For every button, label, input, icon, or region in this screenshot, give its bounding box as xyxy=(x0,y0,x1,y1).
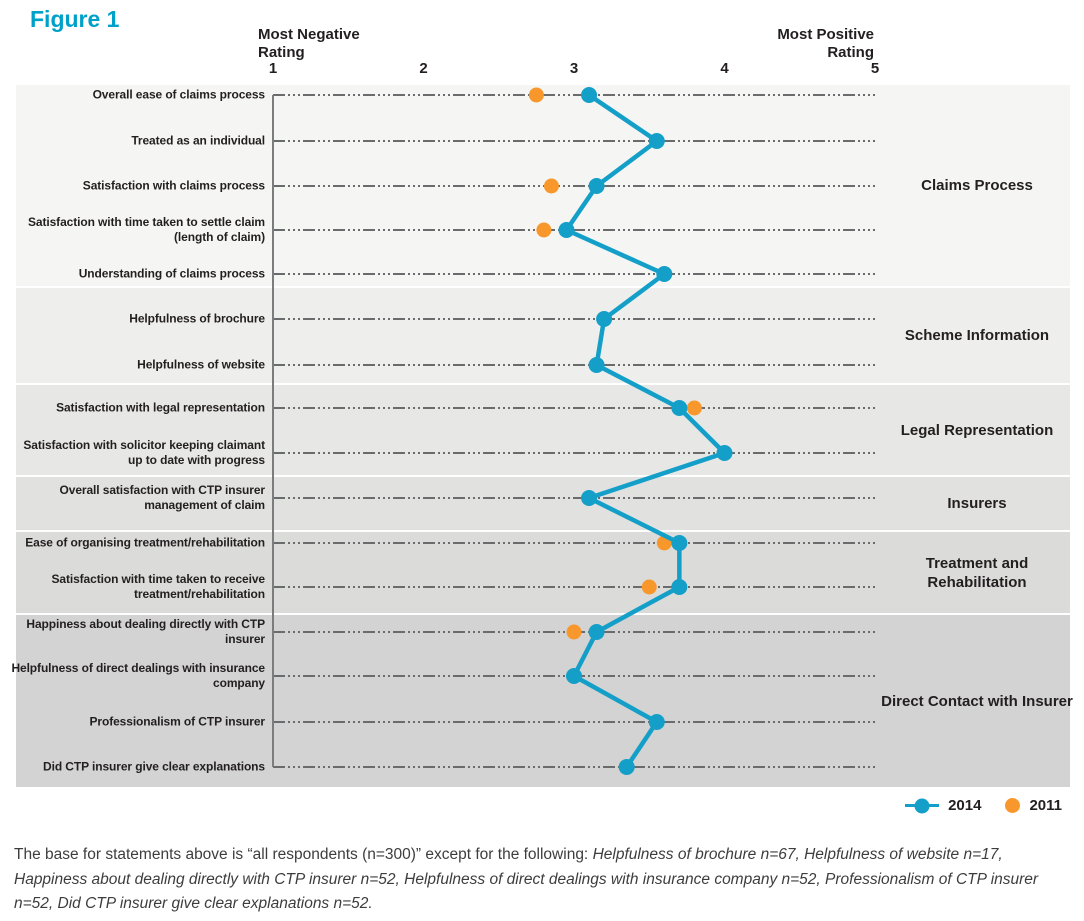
row-label: Happiness about dealing directly with CT… xyxy=(26,617,265,646)
x-tick-label: 3 xyxy=(569,60,579,77)
row-label: Overall satisfaction with CTP insurer ma… xyxy=(59,483,266,512)
figure-title: Figure 1 xyxy=(30,6,120,32)
x-tick-label: 1 xyxy=(268,60,278,77)
row-label: Satisfaction with time taken to receive … xyxy=(51,572,265,601)
legend-label-2011: 2011 xyxy=(1029,797,1062,814)
group-band xyxy=(16,532,1070,613)
x-tick-label: 2 xyxy=(419,60,428,77)
footnote: The base for statements above is “all re… xyxy=(14,843,1074,917)
row-dotted-line xyxy=(273,452,875,454)
row-dotted-line xyxy=(273,185,875,187)
group-label: Legal Representation xyxy=(900,421,1054,439)
row-dotted-line xyxy=(273,766,875,768)
row-label: Ease of organising treatment/rehabilitat… xyxy=(25,535,265,550)
row-dotted-line xyxy=(273,675,875,677)
axis-header-most-positive: Most Positive Rating xyxy=(777,26,874,61)
group-band xyxy=(16,288,1070,383)
row-label: Professionalism of CTP insurer xyxy=(89,714,266,729)
group-band xyxy=(16,477,1070,530)
row-dotted-line xyxy=(273,140,875,142)
row-dotted-line xyxy=(273,542,875,544)
row-dotted-line xyxy=(273,631,875,633)
axis-header-most-negative: Most Negative Rating xyxy=(258,26,360,61)
row-label: Helpfulness of website xyxy=(137,357,265,372)
row-dotted-line xyxy=(273,229,875,231)
group-label: Insurers xyxy=(947,495,1007,512)
footnote-regular-text: The base for statements above is “all re… xyxy=(14,846,593,863)
x-tick-label: 4 xyxy=(720,60,729,77)
axis-vertical-line xyxy=(272,95,274,767)
group-label: Scheme Information xyxy=(904,327,1050,344)
row-dotted-line xyxy=(273,721,875,723)
row-label: Did CTP insurer give clear explanations xyxy=(43,759,265,774)
row-label: Understanding of claims process xyxy=(78,266,265,281)
row-dotted-line xyxy=(273,497,875,499)
legend: 2014 2011 xyxy=(905,797,1062,814)
footnote-italic-text: Helpfulness of brochure n=67, Helpfulnes… xyxy=(14,846,1039,912)
group-label: Direct Contact with Insurer xyxy=(881,692,1073,710)
row-label: Satisfaction with claims process xyxy=(82,178,265,193)
x-tick-label: 5 xyxy=(870,60,880,77)
row-dotted-line xyxy=(273,407,875,409)
row-dotted-line xyxy=(273,318,875,320)
row-label: Satisfaction with time taken to settle c… xyxy=(28,215,265,244)
row-label: Satisfaction with solicitor keeping clai… xyxy=(23,438,265,467)
group-band xyxy=(16,615,1070,787)
row-dotted-line xyxy=(273,586,875,588)
group-band xyxy=(16,385,1070,475)
row-label: Satisfaction with legal representation xyxy=(56,400,265,415)
row-dotted-line xyxy=(273,364,875,366)
group-label: Claims Process xyxy=(921,177,1033,194)
row-dotted-line xyxy=(273,273,875,275)
dot-2014-icon xyxy=(914,798,930,813)
row-label: Helpfulness of direct dealings with insu… xyxy=(11,661,265,690)
row-dotted-line xyxy=(273,94,875,96)
dot-2011-icon xyxy=(1005,798,1021,813)
legend-item-2014: 2014 xyxy=(905,797,981,814)
row-label: Overall ease of claims process xyxy=(92,87,266,102)
legend-label-2014: 2014 xyxy=(948,797,982,814)
group-label: Treatment and Rehabilitation xyxy=(925,554,1029,591)
legend-item-2011: 2011 xyxy=(1005,797,1062,814)
row-label: Helpfulness of brochure xyxy=(129,311,265,326)
row-label: Treated as an individual xyxy=(131,133,265,148)
line-dot-2014-icon xyxy=(905,798,940,813)
